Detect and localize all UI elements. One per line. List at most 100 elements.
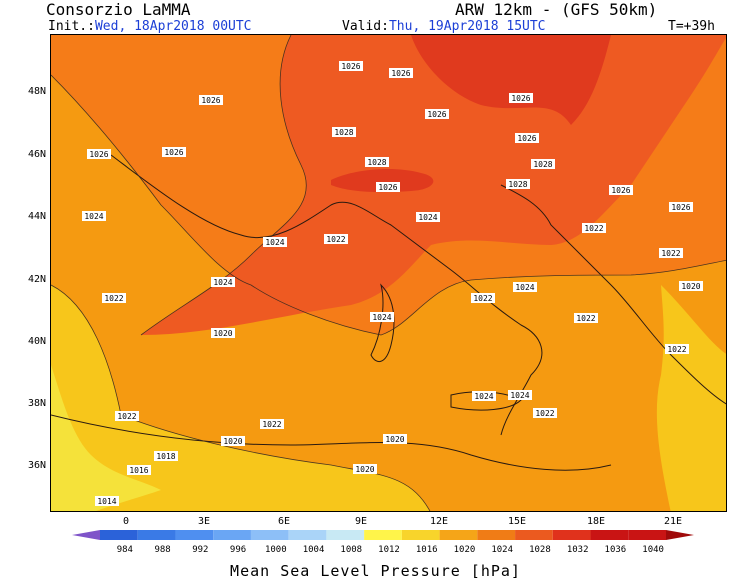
isobar-label-bg xyxy=(324,234,348,244)
colorbar-cell xyxy=(364,530,402,540)
isobar-label: 1024 xyxy=(474,392,493,401)
isobar-label-bg xyxy=(154,451,178,461)
isobar-label: 1022 xyxy=(661,249,680,258)
lat-46: 46N xyxy=(28,149,47,160)
isobar-label-bg xyxy=(211,277,235,287)
isobar-label: 1024 xyxy=(84,212,103,221)
colorbar-tick-label: 1004 xyxy=(303,545,325,555)
isobar-label-bg xyxy=(211,328,235,338)
isobar-label-bg xyxy=(162,147,186,157)
isobar-label: 1022 xyxy=(473,294,492,303)
isobar-1020 xyxy=(51,284,431,511)
lead-time: T=+39h xyxy=(668,19,715,34)
colorbar-tick-label: 1036 xyxy=(605,545,627,555)
isobar-label: 1024 xyxy=(372,313,391,322)
colorbar-tick-label: 1024 xyxy=(491,545,513,555)
colorbar-tick-label: 992 xyxy=(192,545,208,555)
init-time: Init.:Wed, 18Apr2018 00UTC xyxy=(48,20,252,33)
isobar-label-bg xyxy=(609,185,633,195)
lat-44: 44N xyxy=(28,211,47,222)
lat-48: 48N xyxy=(28,86,47,97)
isobar-label-bg xyxy=(508,390,532,400)
colorbar-cell xyxy=(175,530,214,540)
isobar-label-bg xyxy=(389,68,413,78)
isobar-label: 1024 xyxy=(418,213,437,222)
valid-label: Valid: xyxy=(342,19,389,34)
colorbar-tick-label: 1028 xyxy=(529,545,551,555)
isobar-label-bg xyxy=(513,282,537,292)
isobar-label: 1014 xyxy=(97,497,116,506)
colorbar-cell xyxy=(590,530,629,540)
lon-12e: 12E xyxy=(430,516,449,527)
lon-0: 0 xyxy=(123,516,130,527)
isobar-label: 1026 xyxy=(517,134,536,143)
isobar-label-bg xyxy=(199,95,223,105)
isobar-label: 1022 xyxy=(667,345,686,354)
isobar-label: 1024 xyxy=(213,278,232,287)
isobar-label: 1018 xyxy=(156,452,175,461)
isobar-label: 1026 xyxy=(378,183,397,192)
colorbar-tick-label: 1012 xyxy=(378,545,400,555)
isobar-label: 1026 xyxy=(511,94,530,103)
pressure-map: 1026 1026 1026 1026 1026 1028 1026 1028 1028 1026… xyxy=(50,34,727,512)
field-1028-po xyxy=(331,169,434,193)
colorbar-cell xyxy=(100,530,138,540)
valid-time: Valid:Thu, 19Apr2018 15UTC xyxy=(342,20,546,33)
colorbar-cell xyxy=(628,530,666,540)
isobar-1026 xyxy=(140,35,307,336)
app-title: Consorzio LaMMA xyxy=(46,0,191,19)
isobar-label-bg xyxy=(425,109,449,119)
coastline-adriatic-east xyxy=(500,184,726,405)
isobar-label: 1028 xyxy=(508,180,527,189)
colorbar-low-arrow xyxy=(72,530,100,540)
isobar-label-bg xyxy=(383,434,407,444)
isobar-label: 1022 xyxy=(584,224,603,233)
colorbar-tick-label: 996 xyxy=(230,545,246,555)
lon-3e: 3E xyxy=(198,516,211,527)
isobar-label: 1022 xyxy=(262,420,281,429)
colorbar-tick-label: 1000 xyxy=(265,545,287,555)
isobar-label-bg xyxy=(339,61,363,71)
isobar-label-bg xyxy=(679,281,703,291)
isobar-label: 1022 xyxy=(576,314,595,323)
isobar-label-bg xyxy=(472,391,496,401)
lon-6e: 6E xyxy=(278,516,291,527)
isobar-label-bg xyxy=(659,248,683,258)
isobar-label-bg xyxy=(353,464,377,474)
coastline-italy-west xyxy=(110,154,543,436)
field-1028-north xyxy=(411,35,611,125)
isobar-label-bg xyxy=(370,312,394,322)
isobar-label-bg xyxy=(509,93,533,103)
isobar-label: 1028 xyxy=(533,160,552,169)
isobar-1024 xyxy=(51,74,726,336)
lon-21e: 21E xyxy=(664,516,683,527)
isobar-label: 1026 xyxy=(201,96,220,105)
colorbar-cell xyxy=(552,530,591,540)
field-1018-east xyxy=(656,285,726,511)
isobar-label: 1028 xyxy=(334,128,353,137)
isobar-label-bg xyxy=(221,436,245,446)
isobar-label: 1024 xyxy=(510,391,529,400)
colorbar-cell xyxy=(288,530,327,540)
lat-38: 38N xyxy=(28,398,47,409)
lon-9e: 9E xyxy=(355,516,368,527)
isobar-label: 1026 xyxy=(391,69,410,78)
isobar-label: 1026 xyxy=(611,186,630,195)
isobar-label-bg xyxy=(115,411,139,421)
isobar-label: 1024 xyxy=(515,283,534,292)
isobar-label: 1022 xyxy=(117,412,136,421)
map-svg: 1026 1026 1026 1026 1026 1028 1026 1028 1028 1026… xyxy=(51,35,726,511)
model-label: ARW 12km - (GFS 50km) xyxy=(455,0,658,19)
isobar-label-bg xyxy=(260,419,284,429)
isobar-label-bg xyxy=(263,237,287,247)
isobar-label-bg xyxy=(531,159,555,169)
colorbar-cell xyxy=(515,530,553,540)
colorbar: 984 988 992 996 1000 1004 1008 1012 1016 1020 1024… xyxy=(72,530,694,555)
isobar-label-bg xyxy=(332,127,356,137)
isobar-label-bg xyxy=(582,223,606,233)
isobar-label: 1022 xyxy=(104,294,123,303)
isobar-label: 1020 xyxy=(223,437,242,446)
colorbar-cell xyxy=(477,530,516,540)
lat-42: 42N xyxy=(28,274,47,285)
isobar-label: 1020 xyxy=(385,435,404,444)
